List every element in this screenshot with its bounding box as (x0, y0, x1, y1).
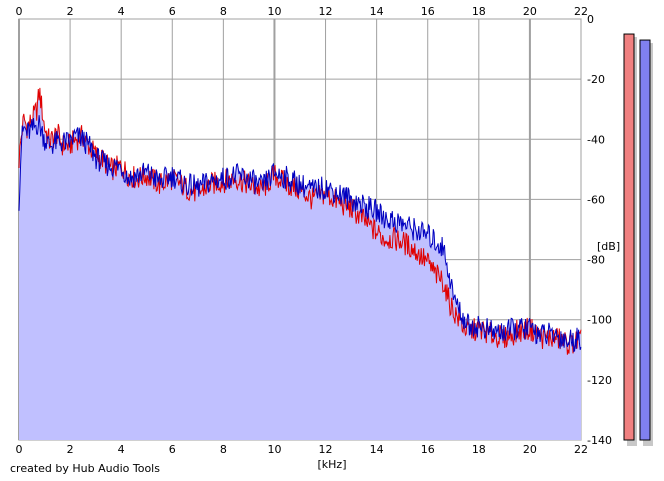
x-tick-labels-bottom: 0 2 4 6 8 10 12 14 16 18 20 22 (16, 443, 589, 456)
y-axis-label: [dB] (597, 240, 620, 253)
credit-text: created by Hub Audio Tools (10, 462, 160, 475)
y-tick-label: -80 (587, 254, 605, 267)
meter-bar-left (623, 33, 635, 441)
x-tick-label-bottom: 16 (421, 443, 435, 456)
x-tick-label-bottom: 14 (370, 443, 384, 456)
x-tick-label-bottom: 2 (67, 443, 74, 456)
x-tick-label-bottom: 18 (472, 443, 486, 456)
x-tick-label-bottom: 6 (169, 443, 176, 456)
y-tick-label: -120 (587, 374, 612, 387)
x-tick-label-top: 4 (118, 5, 125, 18)
x-tick-label-bottom: 8 (220, 443, 227, 456)
x-tick-label-top: 12 (319, 5, 333, 18)
x-tick-label-top: 6 (169, 5, 176, 18)
x-tick-label-top: 8 (220, 5, 227, 18)
x-tick-label-top: 18 (472, 5, 486, 18)
x-tick-label-top: 14 (370, 5, 384, 18)
x-tick-label-top: 10 (267, 5, 281, 18)
x-tick-label-top: 0 (16, 5, 23, 18)
y-tick-label: -100 (587, 314, 612, 327)
x-tick-label-bottom: 22 (574, 443, 588, 456)
x-tick-label-top: 2 (67, 5, 74, 18)
x-tick-label-bottom: 12 (319, 443, 333, 456)
y-tick-labels: 0 -20 -40 -60 -80 -100 -120 -140 (587, 13, 612, 447)
y-tick-label: -140 (587, 434, 612, 447)
x-tick-label-top: 22 (574, 5, 588, 18)
y-tick-label: -20 (587, 73, 605, 86)
x-tick-label-bottom: 20 (523, 443, 537, 456)
series-line-right (18, 115, 582, 353)
x-tick-label-top: 20 (523, 5, 537, 18)
y-tick-label: 0 (587, 13, 594, 26)
x-tick-label-bottom: 0 (16, 443, 23, 456)
y-tick-label: -60 (587, 193, 605, 206)
x-tick-label-bottom: 4 (118, 443, 125, 456)
meter-bar-right (639, 39, 651, 441)
x-tick-label-bottom: 10 (267, 443, 281, 456)
x-tick-labels-top: 0 2 4 6 8 10 12 14 16 18 20 22 (16, 5, 589, 18)
y-tick-label: -40 (587, 133, 605, 146)
spectrum-series (18, 87, 582, 355)
x-tick-label-top: 16 (421, 5, 435, 18)
level-meters (623, 33, 653, 447)
x-axis-label: [kHz] (318, 458, 347, 471)
